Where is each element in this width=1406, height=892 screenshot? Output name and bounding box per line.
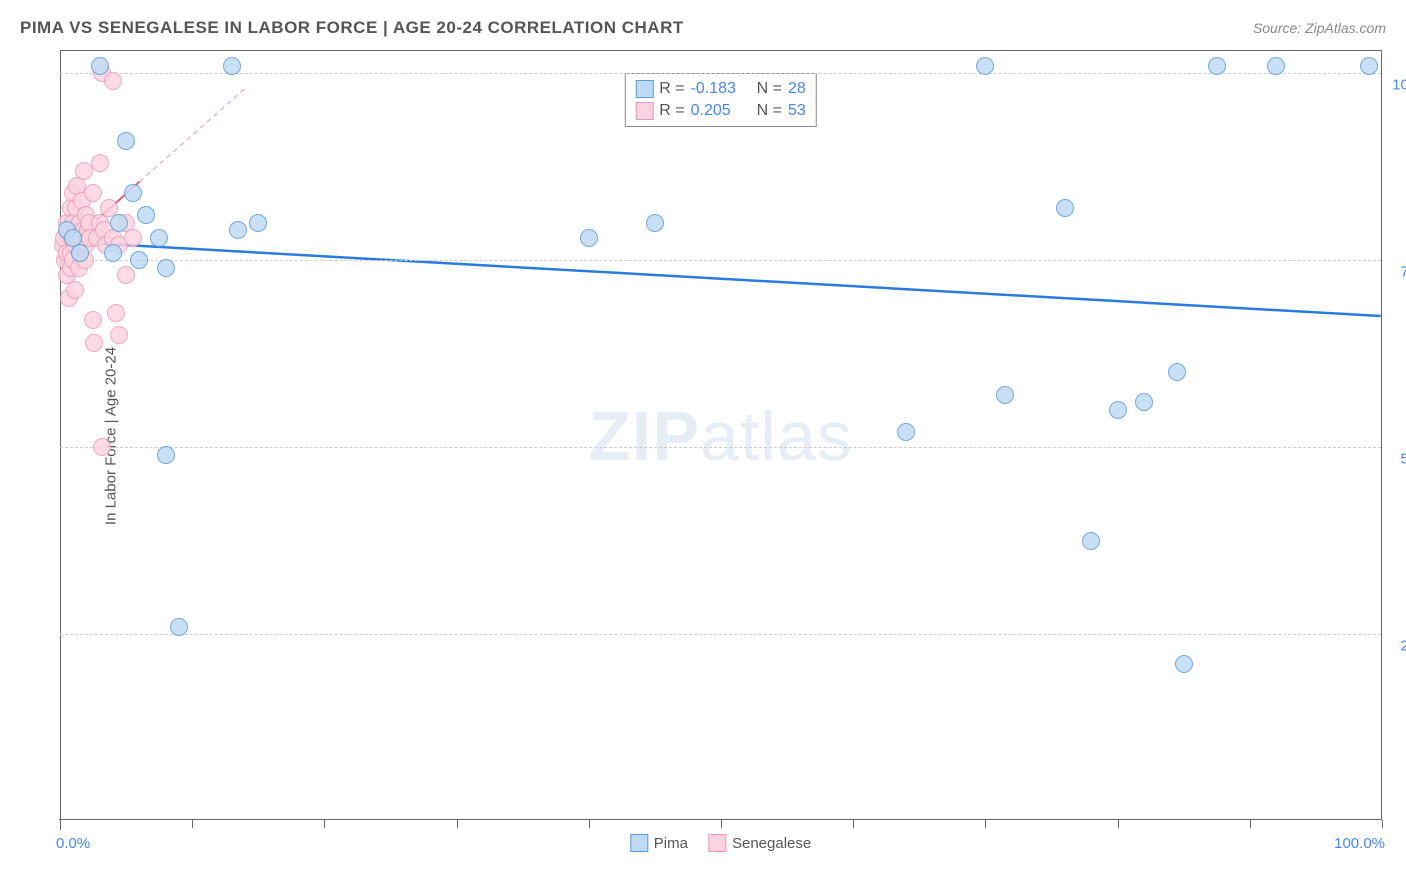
gridline [60,447,1381,448]
x-tick [985,820,986,828]
data-point [223,57,241,75]
data-point [91,154,109,172]
x-tick [324,820,325,828]
watermark: ZIPatlas [588,396,853,476]
x-axis [59,819,1381,820]
data-point [150,229,168,247]
data-point [1208,57,1226,75]
chart-title: PIMA VS SENEGALESE IN LABOR FORCE | AGE … [20,18,684,38]
data-point [976,57,994,75]
data-point [1082,532,1100,550]
legend-swatch [708,834,726,852]
data-point [110,326,128,344]
stats-legend-box: R = -0.183 N = 28 R = 0.205 N = 53 [624,73,816,127]
series-legend: Pima Senegalese [630,834,811,852]
data-point [646,214,664,232]
stats-row: R = 0.205 N = 53 [635,100,805,122]
data-point [124,229,142,247]
data-point [91,57,109,75]
plot-area: In Labor Force | Age 20-24 ZIPatlas R =-… [60,50,1382,820]
x-tick [1382,820,1383,828]
stats-row: R = -0.183 N = 28 [635,78,805,100]
x-max-label: 100.0% [1334,835,1385,852]
data-point [107,304,125,322]
x-tick [853,820,854,828]
data-point [117,266,135,284]
stats-n-value: 28 [788,80,806,98]
x-min-label: 0.0% [56,835,90,852]
data-point [157,259,175,277]
data-point [229,221,247,239]
data-point [1175,655,1193,673]
x-tick [60,820,61,828]
y-tick-label: 50.0% [1388,451,1406,468]
y-axis-title: In Labor Force | Age 20-24 [103,346,120,524]
x-tick [589,820,590,828]
legend-label: Senegalese [732,835,811,852]
stats-n-label: N = [757,80,782,98]
y-axis [60,51,61,830]
gridline [60,260,1381,261]
stats-r-value: -0.183 [691,80,751,98]
stats-swatch [635,80,653,98]
data-point [85,334,103,352]
data-point [1109,401,1127,419]
header: PIMA VS SENEGALESE IN LABOR FORCE | AGE … [20,18,1386,38]
data-point [93,438,111,456]
data-point [249,214,267,232]
stats-r-label: R = [659,102,684,120]
y-tick-label: 75.0% [1388,264,1406,281]
data-point [1168,363,1186,381]
data-point [130,251,148,269]
data-point [117,132,135,150]
data-point [1267,57,1285,75]
data-point [1056,199,1074,217]
legend-item: Pima [630,834,688,852]
data-point [110,214,128,232]
stats-r-label: R = [659,80,684,98]
chart-container: PIMA VS SENEGALESE IN LABOR FORCE | AGE … [0,0,1406,892]
data-point [1360,57,1378,75]
stats-n-value: 53 [788,102,806,120]
stats-n-label: N = [757,102,782,120]
gridline [60,73,1381,74]
data-point [897,423,915,441]
data-point [170,618,188,636]
legend-swatch [630,834,648,852]
stats-r-value: 0.205 [691,102,751,120]
source-label: Source: ZipAtlas.com [1253,20,1386,36]
x-tick [1118,820,1119,828]
data-point [71,244,89,262]
data-point [996,386,1014,404]
y-tick-label: 100.0% [1388,77,1406,94]
x-tick [721,820,722,828]
x-tick [1250,820,1251,828]
data-point [66,281,84,299]
data-point [580,229,598,247]
trend-lines [60,51,1381,820]
data-point [104,72,122,90]
legend-label: Pima [654,835,688,852]
data-point [1135,393,1153,411]
stats-swatch [635,102,653,120]
data-point [137,206,155,224]
y-tick-label: 25.0% [1388,638,1406,655]
data-point [84,311,102,329]
data-point [157,446,175,464]
data-point [84,184,102,202]
x-tick [457,820,458,828]
gridline [60,634,1381,635]
legend-item: Senegalese [708,834,811,852]
x-tick [192,820,193,828]
data-point [124,184,142,202]
data-point [104,244,122,262]
